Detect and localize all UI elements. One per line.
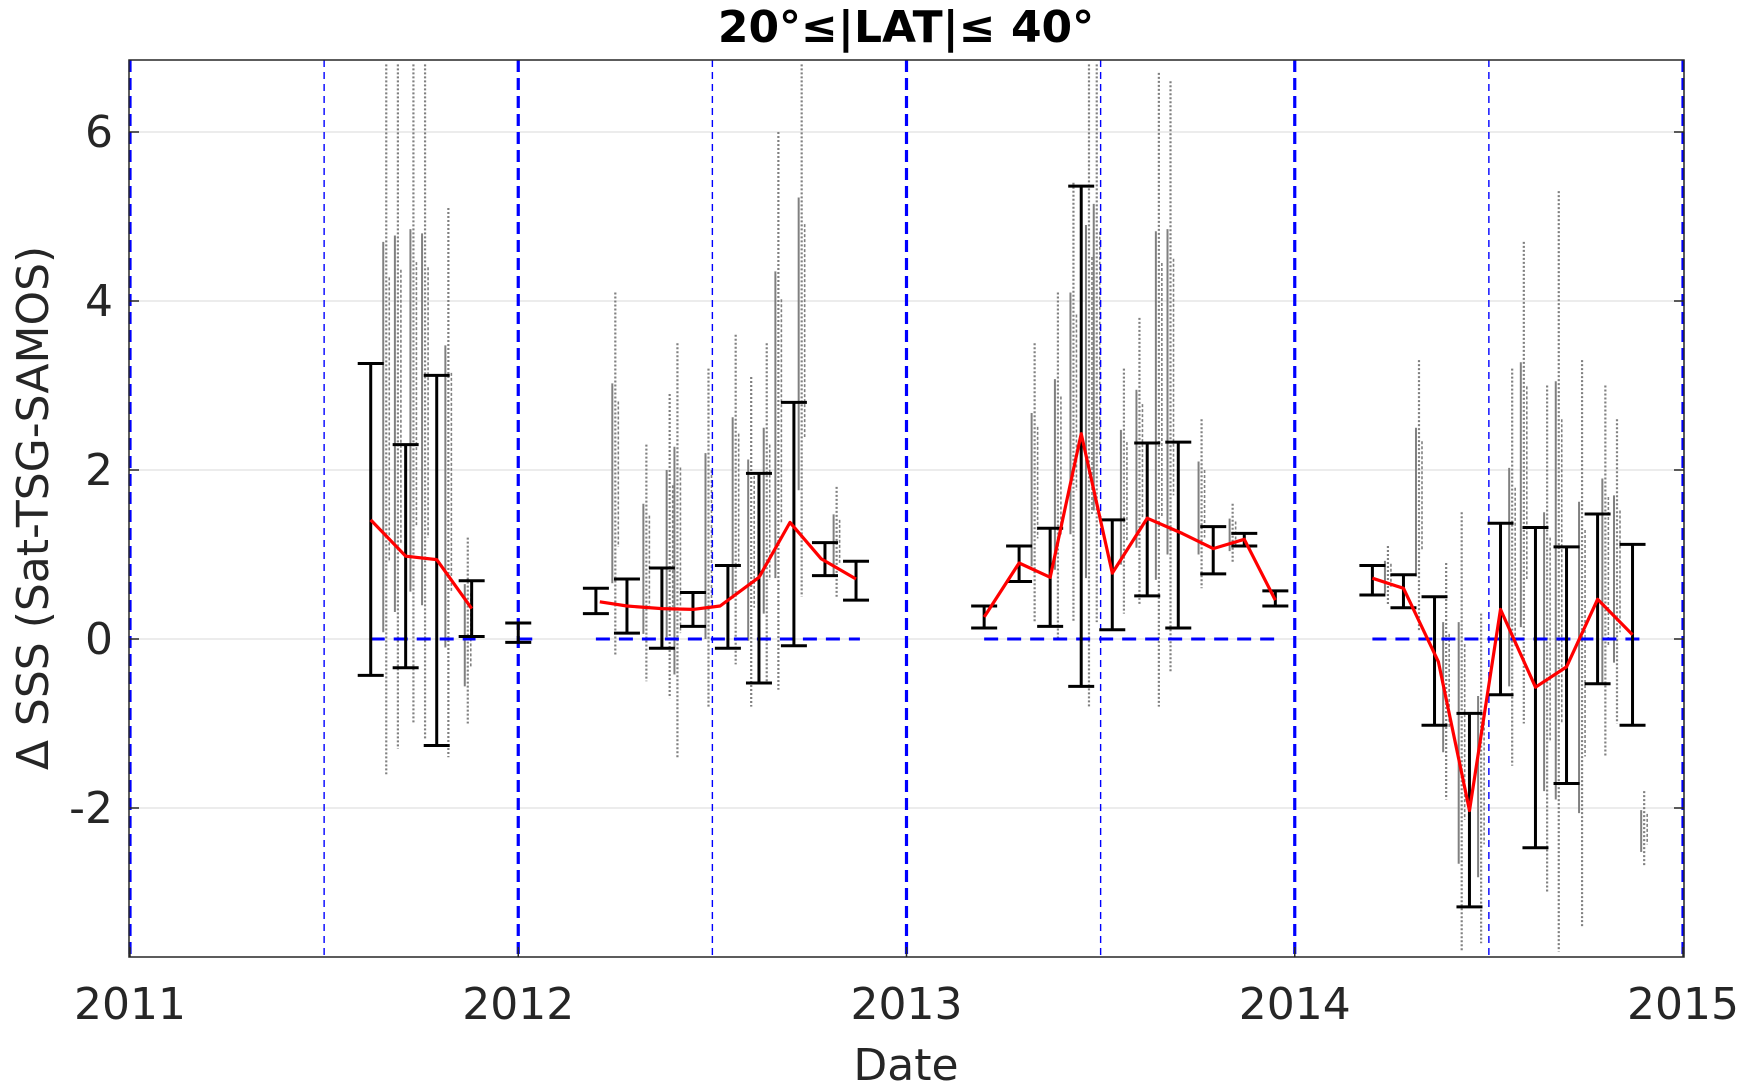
error-bar xyxy=(1619,542,1646,727)
mean-lines xyxy=(369,432,1634,813)
raw-point-cluster xyxy=(673,343,682,758)
raw-point-cluster xyxy=(731,334,740,665)
raw-point-cluster xyxy=(797,64,806,597)
raw-point-cluster xyxy=(611,292,620,656)
mean-line-series xyxy=(369,518,474,610)
error-bar xyxy=(582,586,609,616)
error-bar xyxy=(1421,595,1448,727)
raw-point-cluster xyxy=(1414,360,1423,631)
error-bar xyxy=(357,362,384,677)
error-bar xyxy=(1165,440,1192,630)
raw-point-cluster xyxy=(1197,419,1206,589)
raw-point-cluster xyxy=(1457,512,1466,952)
raw-point-cluster xyxy=(774,132,783,690)
raw-point-cluster xyxy=(444,208,453,758)
raw-point-cluster xyxy=(1554,191,1563,952)
raw-point-cluster xyxy=(1640,791,1648,868)
raw-point-cluster xyxy=(1508,368,1516,766)
raw-point-cluster xyxy=(1154,72,1163,707)
date-reference-lines xyxy=(128,60,1685,957)
raw-point-cluster xyxy=(393,64,402,749)
error-bar xyxy=(505,621,532,644)
mean-line-series xyxy=(982,432,1277,618)
raw-point-cluster xyxy=(1084,64,1093,707)
raw-data-points xyxy=(382,64,1648,952)
raw-point-cluster xyxy=(409,64,418,724)
y-tick-label: 6 xyxy=(85,107,113,158)
x-tick-label: 2012 xyxy=(462,979,574,1030)
x-axis-label: Date xyxy=(853,1040,958,1087)
x-tick-label: 2014 xyxy=(1239,979,1351,1030)
x-tick-label: 2013 xyxy=(851,979,963,1030)
raw-point-cluster xyxy=(421,64,429,741)
raw-point-cluster xyxy=(762,343,771,682)
y-tick-label: 2 xyxy=(85,445,113,496)
chart-title: 20°≤|LAT|≤ 40° xyxy=(718,2,1094,53)
raw-point-cluster xyxy=(1612,419,1621,724)
error-bar xyxy=(843,559,870,602)
y-tick-label: 4 xyxy=(85,276,113,327)
raw-point-cluster xyxy=(1119,368,1128,614)
raw-point-cluster xyxy=(1030,343,1039,623)
error-bars xyxy=(357,184,1646,909)
raw-point-cluster xyxy=(665,393,674,699)
raw-point-cluster xyxy=(382,64,391,775)
mean-line-series xyxy=(599,520,857,612)
raw-point-cluster xyxy=(747,377,756,707)
raw-point-cluster xyxy=(1519,241,1528,724)
y-axis-label: Δ SSS (Sat-TSG-SAMOS) xyxy=(8,246,59,770)
axis-ticks: 2011 2012 2013 2014 2015 -2 0 2 4 6 xyxy=(69,107,1739,1030)
raw-point-cluster xyxy=(1477,613,1485,944)
error-bar xyxy=(1200,525,1227,576)
raw-point-cluster xyxy=(1069,182,1078,623)
raw-point-cluster xyxy=(1166,81,1175,673)
raw-point-cluster xyxy=(1601,385,1610,758)
raw-point-cluster xyxy=(1578,360,1586,927)
error-bar xyxy=(780,400,807,648)
error-bar xyxy=(971,604,998,630)
x-tick-label: 2015 xyxy=(1627,979,1739,1030)
x-tick-label: 2011 xyxy=(74,979,186,1030)
raw-point-cluster xyxy=(704,368,713,707)
raw-point-cluster xyxy=(1092,64,1101,623)
error-bar xyxy=(1099,518,1126,632)
y-tick-label: -2 xyxy=(69,783,113,834)
raw-point-cluster xyxy=(642,444,651,682)
error-bar xyxy=(714,563,741,650)
mean-line-series xyxy=(1371,576,1634,813)
error-bar xyxy=(1359,563,1386,597)
raw-point-cluster xyxy=(463,537,472,724)
raw-point-cluster xyxy=(1135,317,1144,606)
raw-point-cluster xyxy=(1053,292,1062,639)
y-tick-label: 0 xyxy=(85,614,113,665)
raw-point-cluster xyxy=(1383,546,1392,606)
